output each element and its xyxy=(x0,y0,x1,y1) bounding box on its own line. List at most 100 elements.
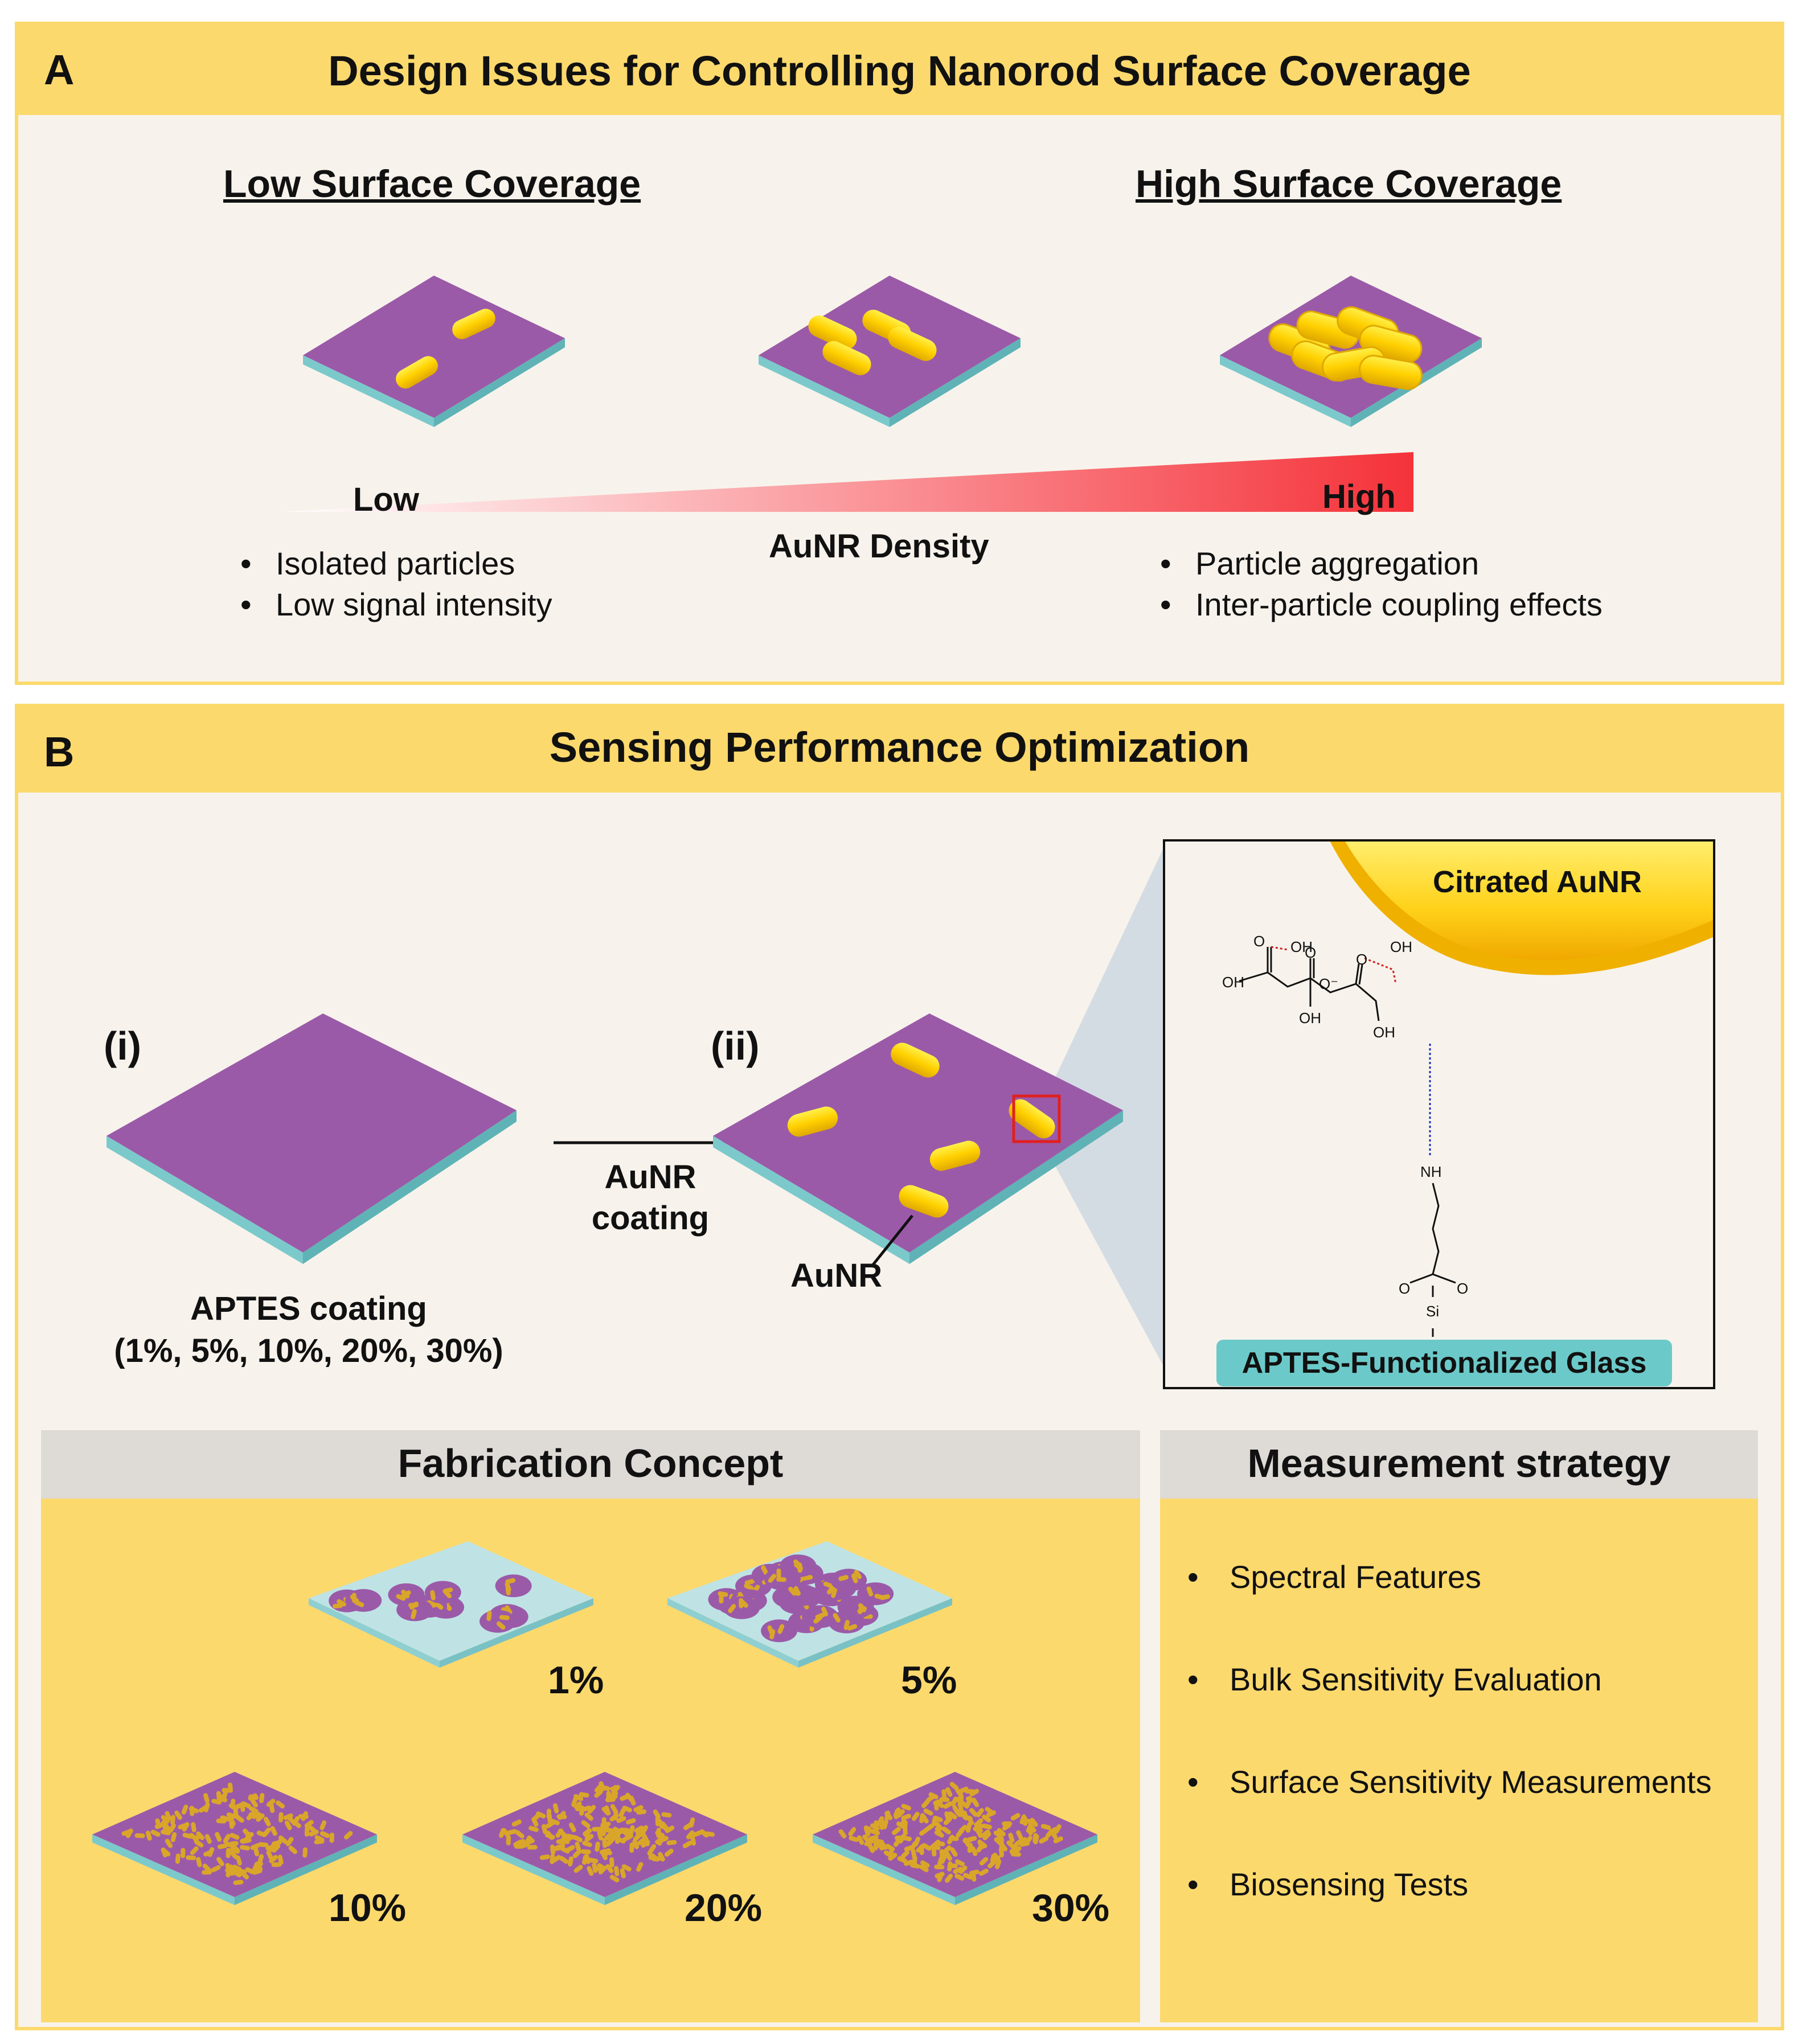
nanorod xyxy=(935,1821,943,1830)
nanorod xyxy=(919,1864,929,1873)
chem-label-si: Si xyxy=(1426,1303,1440,1320)
nanorod xyxy=(658,1836,669,1843)
nanorod xyxy=(452,309,495,339)
nanorod xyxy=(1013,1846,1022,1855)
nanorod xyxy=(263,1816,271,1827)
nanorod xyxy=(891,1042,940,1078)
nanorod xyxy=(901,1813,911,1820)
nanorod xyxy=(217,1793,227,1801)
nanorod xyxy=(354,1600,364,1607)
fabrication-concept-box: Fabrication Concept 1% 5% xyxy=(41,1430,1140,2022)
nanorod xyxy=(728,1604,736,1614)
nanorod xyxy=(565,1845,575,1853)
nanorod xyxy=(513,1839,523,1847)
nanorod xyxy=(718,1591,728,1597)
nanorod xyxy=(186,1855,196,1861)
nanorod xyxy=(863,1825,870,1836)
nanorod xyxy=(522,1839,531,1848)
nanorod xyxy=(934,1864,945,1870)
nanorod xyxy=(954,1859,965,1866)
chem-label-oh: OH xyxy=(1222,974,1244,991)
panel-a-letter: A xyxy=(44,46,75,93)
nanorod xyxy=(271,1862,282,1867)
nanorod xyxy=(944,1851,952,1861)
nanorod xyxy=(797,1562,802,1573)
nanorod xyxy=(761,1565,768,1575)
nanorod xyxy=(207,1847,215,1857)
chem-label-o: O xyxy=(1399,1280,1411,1297)
nanorod xyxy=(396,356,438,389)
nanorod xyxy=(275,1800,285,1809)
nanorod xyxy=(867,1843,875,1853)
nanorod xyxy=(838,1575,849,1581)
nanorod xyxy=(1040,1824,1051,1830)
nanorod xyxy=(776,1577,786,1582)
nanorod xyxy=(883,1850,894,1858)
nanorod xyxy=(547,1813,552,1824)
nanorod xyxy=(550,1819,560,1825)
list-item: Low signal intensity xyxy=(240,584,552,625)
nanorod xyxy=(575,1801,582,1812)
nanorod xyxy=(527,1845,538,1850)
nanorod xyxy=(507,1829,517,1835)
nanorod xyxy=(928,1792,939,1800)
nanorod xyxy=(935,1827,942,1836)
nanorod xyxy=(168,1823,176,1833)
nanorod xyxy=(587,1866,594,1876)
nanorod xyxy=(957,1797,964,1807)
low-coverage-heading: Low Surface Coverage xyxy=(223,162,641,206)
nanorod xyxy=(931,1839,941,1848)
nanorod xyxy=(655,1816,660,1827)
low-coverage-bullets: Isolated particles Low signal intensity xyxy=(240,543,552,625)
nanorod xyxy=(256,1830,267,1837)
nanorod xyxy=(532,1812,542,1821)
panel-a-title: Design Issues for Controlling Nanorod Su… xyxy=(328,47,1471,95)
nanorod xyxy=(636,1809,647,1815)
nanorod xyxy=(898,1834,906,1844)
nanorod xyxy=(555,1843,565,1851)
inset-interface-detail: Citrated AuNR O OH OH OH O O⁻ xyxy=(1163,839,1715,1389)
nanorod xyxy=(486,1611,492,1621)
nanorod xyxy=(605,1864,614,1873)
nanorod xyxy=(849,1836,859,1842)
measurement-strategy-box: Measurement strategy Spectral Features B… xyxy=(1160,1430,1758,2022)
concentration-label-30: 30% xyxy=(1032,1886,1110,1930)
chem-label-oh: OH xyxy=(1373,1024,1395,1041)
nanorod xyxy=(880,1594,890,1600)
citrated-aunr-label: Citrated AuNR xyxy=(1433,865,1642,899)
nanorod xyxy=(896,1821,906,1829)
nanorod xyxy=(584,1833,594,1842)
nanorod xyxy=(301,1811,308,1821)
list-item: Bulk Sensitivity Evaluation xyxy=(1187,1661,1602,1698)
nanorod xyxy=(245,1831,251,1842)
nanorod xyxy=(278,1835,288,1844)
nanorod xyxy=(808,315,857,350)
nanorod xyxy=(950,1796,958,1807)
nanorod xyxy=(580,1849,591,1854)
nanorod xyxy=(622,1834,633,1842)
nanorod xyxy=(982,1815,991,1823)
nanorod xyxy=(604,1805,611,1816)
nanorod xyxy=(496,1621,506,1630)
nanorod xyxy=(211,1865,221,1873)
nanorod xyxy=(161,1815,170,1824)
step-i-label: (i) xyxy=(104,1024,142,1068)
nanorod xyxy=(739,1598,744,1608)
nanorod xyxy=(217,1843,228,1849)
nanorod xyxy=(981,1829,990,1838)
nanorod xyxy=(617,1828,628,1835)
nanorod xyxy=(572,1849,581,1858)
nanorod xyxy=(665,1825,675,1833)
nanorod xyxy=(933,1799,943,1805)
nanorod xyxy=(788,1586,797,1596)
panel-a: A Design Issues for Controlling Nanorod … xyxy=(15,22,1784,685)
nanorod xyxy=(864,1839,874,1846)
gradient-high-label: High xyxy=(1322,478,1396,515)
list-item: Inter-particle coupling effects xyxy=(1160,584,1603,625)
nanorod xyxy=(1008,1832,1015,1843)
nanorod xyxy=(838,1829,847,1838)
panel-b-letter: B xyxy=(44,728,75,775)
nanorod xyxy=(581,1820,591,1828)
nanorod xyxy=(954,1873,965,1881)
nanorod xyxy=(851,1573,858,1583)
